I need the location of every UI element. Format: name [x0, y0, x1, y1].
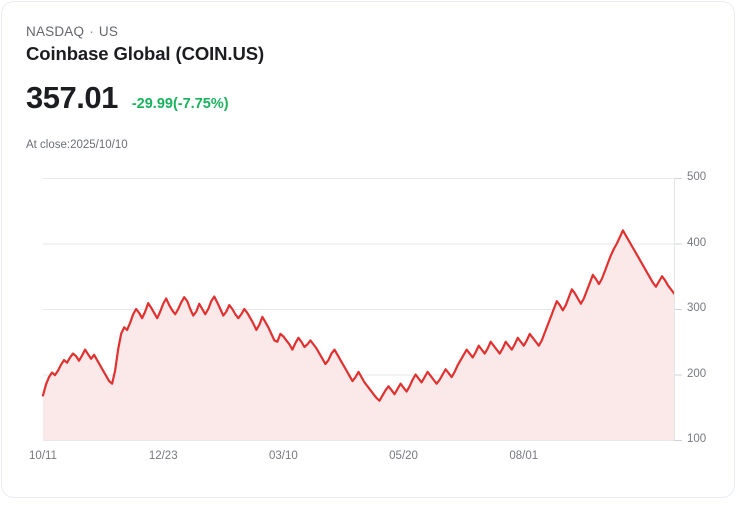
exchange-label: NASDAQ: [26, 24, 85, 39]
x-axis-label: 03/10: [269, 450, 298, 462]
y-axis-label: 300: [687, 302, 707, 314]
x-axis-label: 08/01: [509, 450, 539, 462]
price-row: 357.01 -29.99(-7.75%): [26, 82, 229, 113]
y-axis-label: 500: [687, 171, 707, 183]
y-axis-label: 400: [687, 236, 707, 249]
x-axis-label: 12/23: [148, 450, 178, 462]
y-axis-label: 200: [687, 367, 707, 380]
separator-dot: ·: [89, 24, 94, 39]
price-line: [41, 229, 676, 402]
x-axis-label: 10/11: [29, 450, 57, 462]
y-axis-label: 100: [687, 433, 707, 445]
page-title: Coinbase Global (COIN.US): [26, 43, 265, 64]
region-label: US: [98, 24, 119, 39]
exchange-region-line: NASDAQ · US: [26, 24, 118, 39]
status-timestamp: At close:2025/10/10: [26, 139, 128, 151]
price-area-fill: [43, 230, 674, 440]
x-axis-label: 05/20: [389, 450, 418, 462]
price-change: -29.99(-7.75%): [131, 96, 229, 112]
price-chart-svg[interactable]: [2, 162, 735, 482]
last-price: 357.01: [26, 80, 118, 115]
price-chart[interactable]: 500 400 300 200 100 10/11 12/23 03/10 05/20 08/0…: [2, 162, 735, 482]
stock-quote-card: NASDAQ · US Coinbase Global (COIN.US) 357.…: [1, 1, 735, 498]
chart-axis-ticks: [674, 178, 682, 441]
